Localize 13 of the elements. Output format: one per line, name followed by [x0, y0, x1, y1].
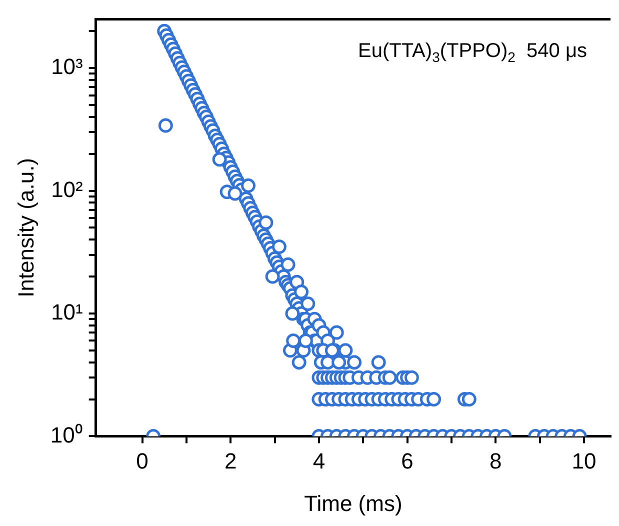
y-tick-label: 10² — [51, 176, 83, 202]
annotation: Eu(TTA)$_{3}$(TPPO)$_{2}$ 540 μs — [358, 40, 587, 65]
y-tick-label: 10³ — [51, 54, 83, 80]
x-tick-label: 8 — [490, 448, 502, 474]
y-tick-label: 10⁰ — [50, 422, 83, 448]
x-tick-label: 2 — [224, 448, 237, 474]
x-tick-label: 4 — [312, 448, 326, 474]
y-axis-title: Intensity (a.u.) — [13, 158, 38, 298]
x-tick-label: 10 — [572, 448, 596, 474]
x-tick-label: 6 — [401, 448, 414, 474]
x-axis-title: Time (ms) — [304, 490, 402, 516]
y-tick-label: 10¹ — [51, 300, 83, 325]
x-tick-label: 0 — [136, 448, 148, 474]
